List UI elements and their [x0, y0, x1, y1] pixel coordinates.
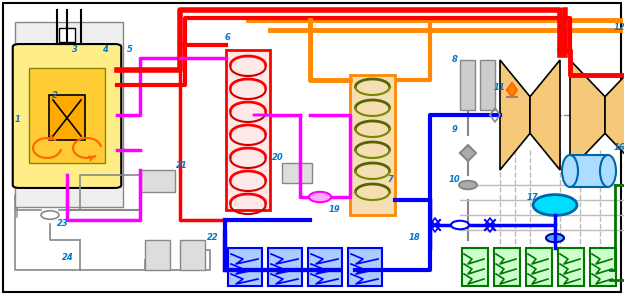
- Bar: [282, 163, 312, 183]
- Text: 8: 8: [452, 55, 458, 65]
- Bar: [15, 22, 123, 207]
- Bar: [480, 60, 495, 110]
- Polygon shape: [530, 60, 560, 170]
- Text: 21: 21: [176, 160, 188, 170]
- Bar: [570, 155, 608, 187]
- Text: 1: 1: [15, 116, 21, 124]
- Bar: [29, 68, 105, 163]
- Bar: [494, 248, 520, 286]
- Text: 4: 4: [102, 45, 108, 55]
- Bar: [526, 248, 552, 286]
- Bar: [59, 28, 75, 42]
- Ellipse shape: [562, 155, 578, 187]
- Circle shape: [451, 221, 469, 229]
- Text: 22: 22: [207, 234, 219, 242]
- Bar: [180, 240, 205, 270]
- Bar: [348, 248, 382, 286]
- Text: 16: 16: [614, 143, 624, 153]
- Bar: [268, 248, 302, 286]
- Text: 2: 2: [52, 91, 58, 99]
- Text: 20: 20: [272, 153, 284, 163]
- Bar: [590, 248, 616, 286]
- Polygon shape: [507, 83, 517, 97]
- Text: 17: 17: [527, 193, 539, 201]
- Circle shape: [533, 195, 577, 215]
- Bar: [558, 248, 584, 286]
- Text: 19: 19: [329, 206, 341, 214]
- Text: 18: 18: [409, 234, 421, 242]
- Circle shape: [546, 234, 564, 242]
- Polygon shape: [460, 145, 476, 161]
- Bar: [49, 95, 85, 140]
- Bar: [308, 248, 342, 286]
- Bar: [350, 75, 395, 215]
- Text: 11: 11: [494, 83, 506, 93]
- Text: 9: 9: [452, 125, 458, 135]
- Polygon shape: [570, 60, 605, 170]
- Text: 23: 23: [57, 219, 69, 227]
- Circle shape: [459, 181, 477, 189]
- Polygon shape: [605, 60, 624, 170]
- Bar: [140, 170, 175, 192]
- Text: 5: 5: [127, 45, 133, 55]
- Text: 24: 24: [62, 253, 74, 263]
- Text: 12: 12: [614, 24, 624, 32]
- Polygon shape: [500, 60, 530, 170]
- Bar: [145, 240, 170, 270]
- Bar: [462, 248, 488, 286]
- Bar: [228, 248, 262, 286]
- Ellipse shape: [600, 155, 616, 187]
- Bar: [460, 60, 475, 110]
- Bar: [226, 50, 270, 210]
- Text: 7: 7: [387, 176, 393, 184]
- Text: 3: 3: [72, 45, 78, 55]
- FancyBboxPatch shape: [12, 44, 121, 188]
- Circle shape: [41, 211, 59, 219]
- Circle shape: [309, 192, 331, 202]
- Text: 10: 10: [449, 176, 461, 184]
- Text: 6: 6: [225, 34, 231, 42]
